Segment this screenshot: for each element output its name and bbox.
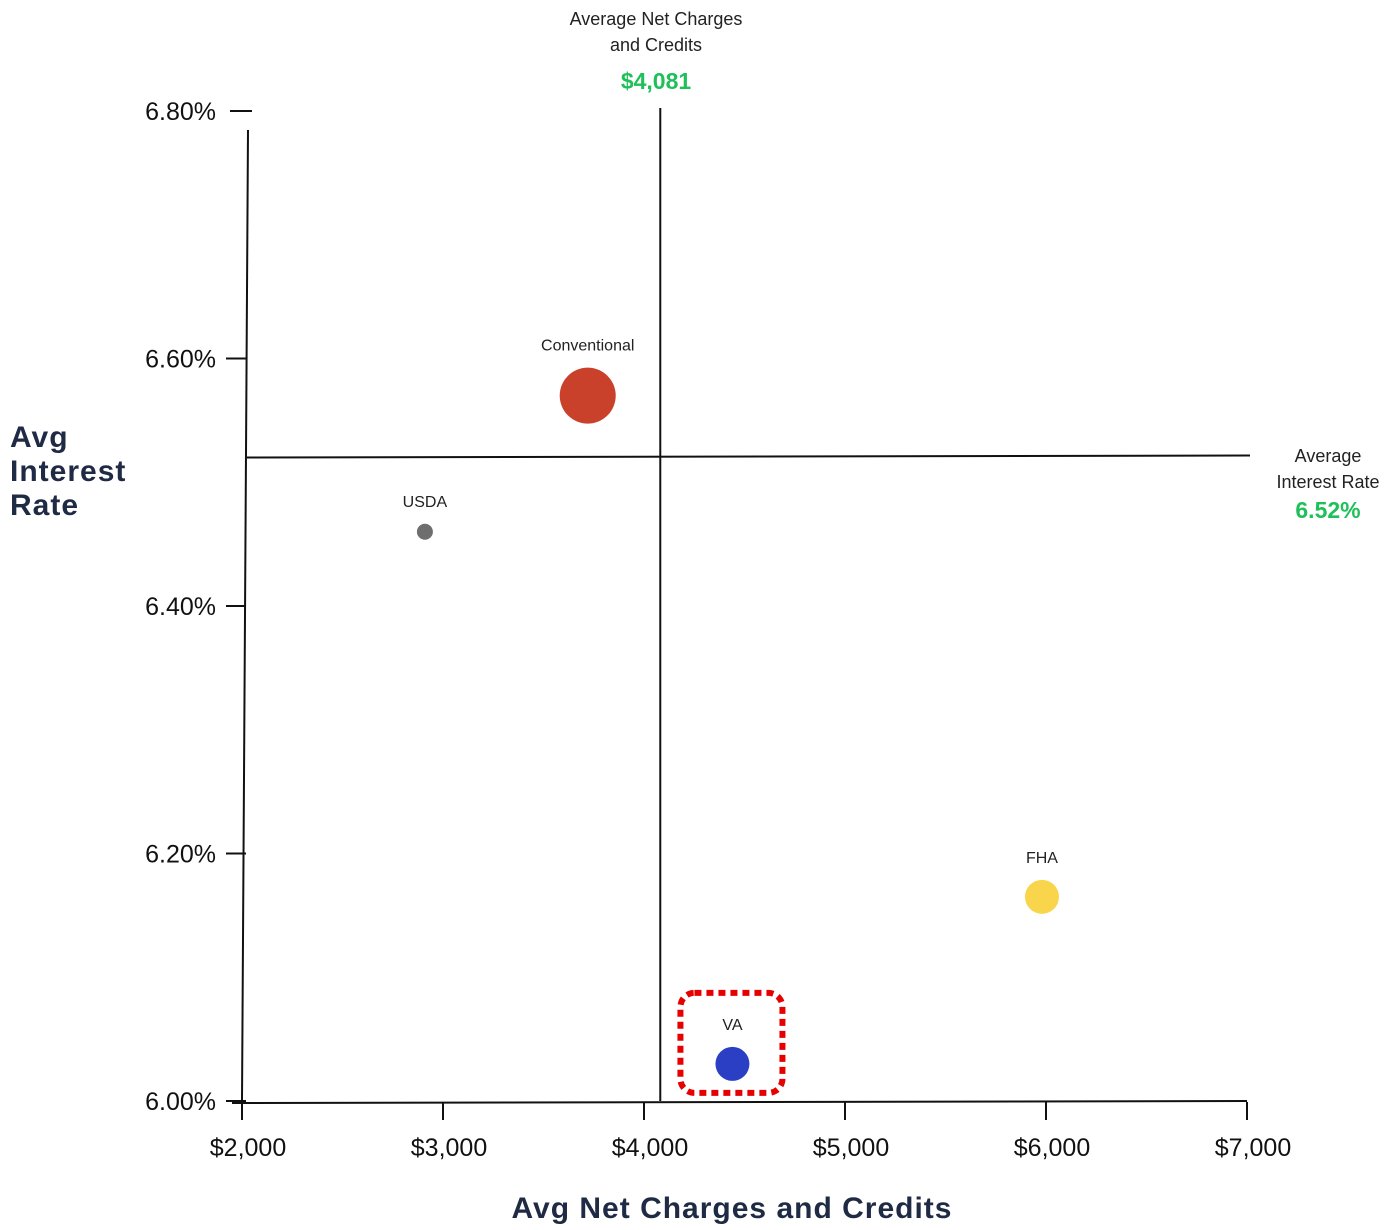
y-axis-title-line: Avg: [10, 421, 69, 454]
x-tick-label: $2,000: [210, 1134, 286, 1162]
reference-lines-layer: [246, 108, 1251, 1101]
caption-line: Interest Rate: [1276, 472, 1379, 492]
y-tick-label: 6.40%: [145, 593, 216, 621]
x-axis-title: Avg Net Charges and Credits: [512, 1192, 953, 1225]
point-va: [715, 1046, 750, 1081]
y-tick-label: 6.00%: [145, 1088, 216, 1116]
x-tick-label: $6,000: [1014, 1134, 1090, 1162]
y-tick-label: 6.60%: [145, 346, 216, 374]
avg-net-charges-caption: Average Net Charges and Credits: [570, 9, 743, 55]
axes-layer: 6.00% 6.20% 6.40% 6.60% 6.80% $2,000 $3,000 $4,…: [145, 98, 1291, 1162]
caption-line: and Credits: [610, 35, 702, 55]
labels-layer: Avg Net Charges and Credits Avg Interest Ra…: [10, 9, 1380, 1225]
avg-interest-rate-line: [246, 454, 1251, 459]
point-label-fha: FHA: [1026, 850, 1058, 867]
point-fha: [1024, 879, 1059, 914]
y-axis-title: Avg Interest Rate: [10, 421, 126, 522]
avg-interest-rate-caption: Average Interest Rate: [1276, 446, 1379, 492]
x-tick-label: $5,000: [813, 1134, 889, 1162]
y-axis-line: [241, 129, 249, 1102]
highlight-box-va: [677, 989, 786, 1096]
avg-net-charges-value: $4,081: [621, 68, 692, 94]
point-conventional: [559, 367, 616, 424]
y-axis-title-line: Rate: [10, 489, 79, 522]
x-axis-line: [231, 1100, 1248, 1104]
y-tick-label: 6.80%: [145, 98, 216, 126]
caption-line: Average: [1295, 446, 1362, 466]
y-tick-label: 6.20%: [145, 841, 216, 869]
x-tick-label: $4,000: [612, 1134, 688, 1162]
points-layer: [416, 367, 1059, 1081]
caption-line: Average Net Charges: [570, 9, 743, 29]
y-axis-title-line: Interest: [10, 455, 126, 488]
point-label-va: VA: [722, 1017, 742, 1034]
point-label-conventional: Conventional: [541, 338, 634, 355]
point-usda: [416, 523, 433, 540]
x-tick-label: $7,000: [1215, 1134, 1291, 1162]
point-label-usda: USDA: [403, 494, 448, 511]
x-tick-label: $3,000: [411, 1134, 487, 1162]
avg-interest-rate-value: 6.52%: [1295, 497, 1360, 523]
